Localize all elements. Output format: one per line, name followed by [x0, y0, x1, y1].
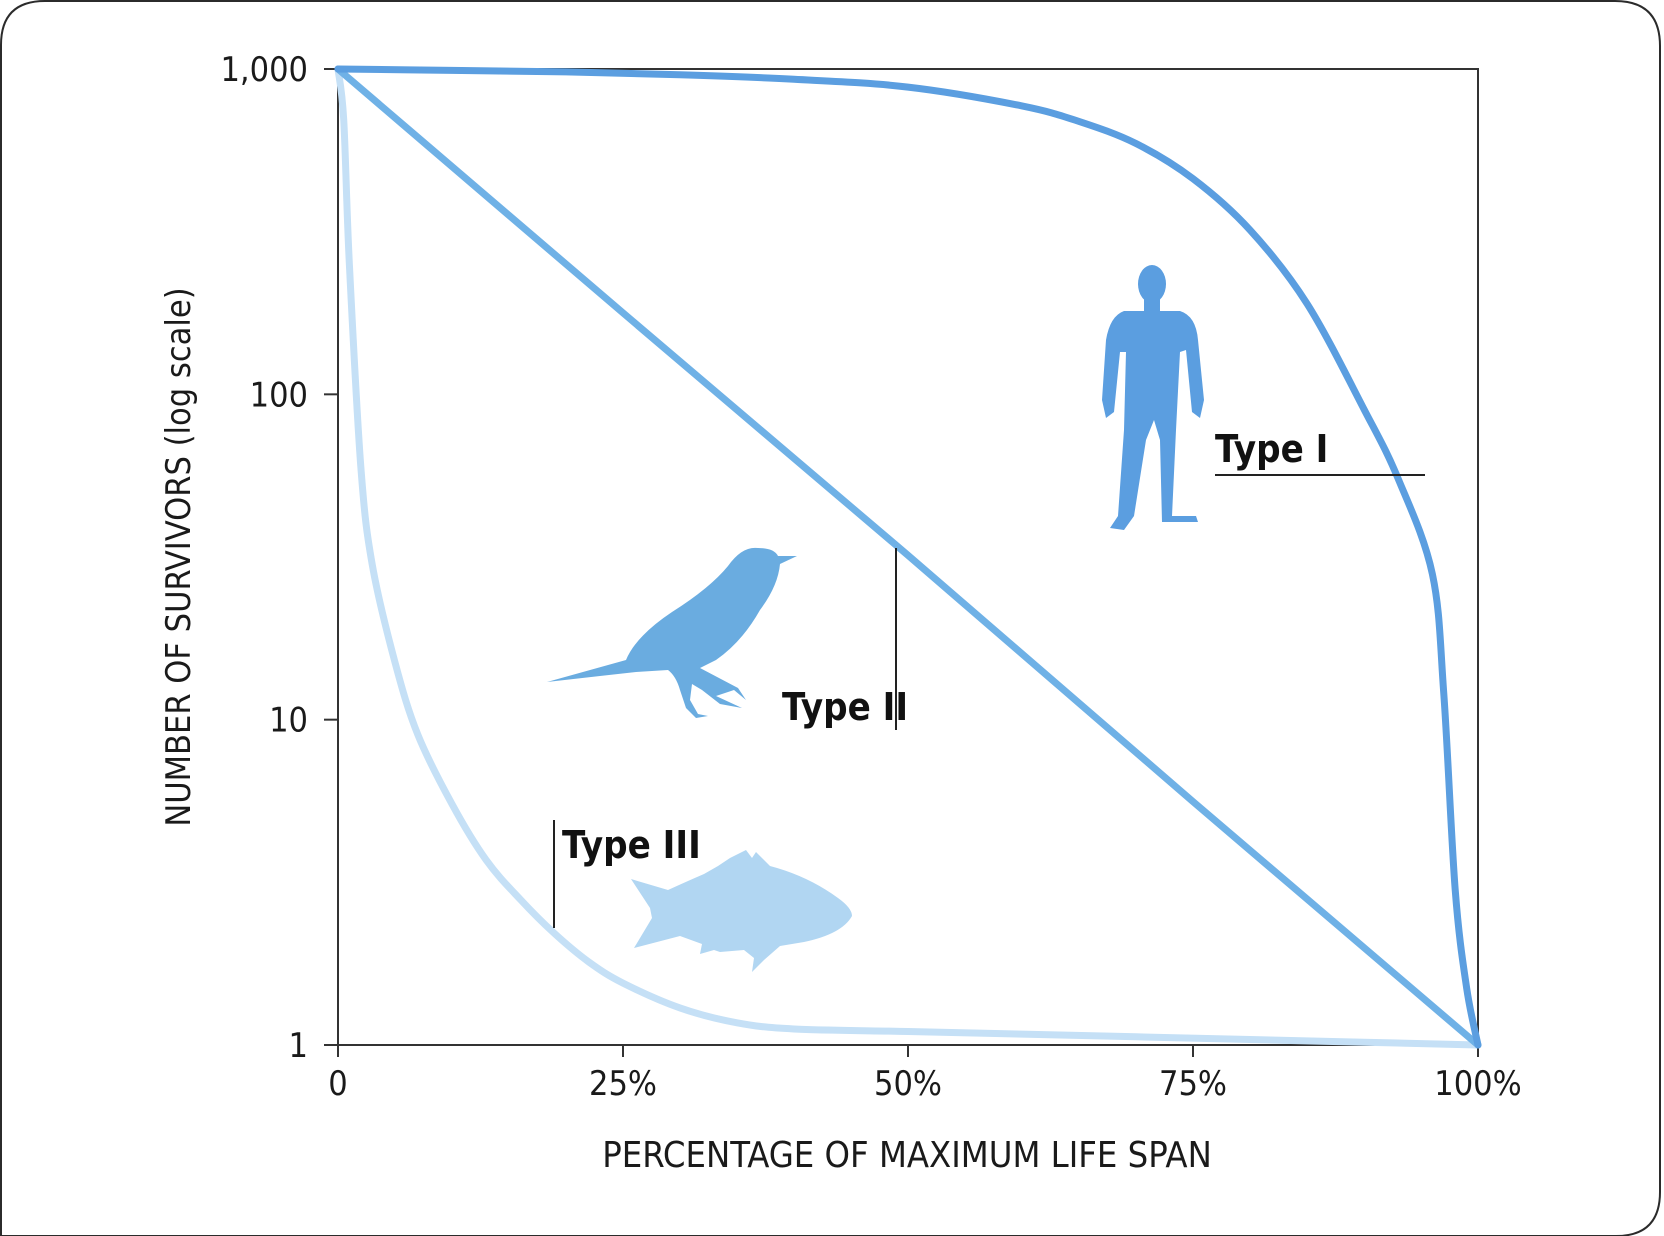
x-tick-label: 25% — [589, 1064, 657, 1104]
y-tick-label: 100 — [250, 375, 308, 415]
type2-label: Type II — [782, 685, 908, 729]
series-lines — [334, 65, 1482, 1049]
y-tick-label: 1 — [289, 1026, 308, 1066]
type1-label: Type I — [1215, 427, 1328, 471]
x-tick-label: 50% — [874, 1064, 942, 1104]
y-tick-label: 10 — [269, 701, 308, 741]
series-line-type-i — [334, 65, 1482, 1049]
axis-ticks: 0 25% 50% 75% 100% 1 10 100 1,000 — [220, 50, 1521, 1104]
fish-silhouette-icon — [631, 850, 852, 972]
x-tick-label: 75% — [1159, 1064, 1227, 1104]
y-tick-label: 1,000 — [220, 50, 308, 90]
human-silhouette-icon — [1102, 265, 1204, 530]
series-line-type-ii — [334, 65, 1482, 1049]
series-line-type-iii — [334, 65, 1482, 1049]
x-axis-title: PERCENTAGE OF MAXIMUM LIFE SPAN — [602, 1135, 1212, 1176]
x-tick-label: 100% — [1434, 1064, 1521, 1104]
type3-label: Type III — [562, 823, 701, 867]
bird-silhouette-icon — [547, 547, 797, 718]
y-axis-title: NUMBER OF SURVIVORS (log scale) — [159, 287, 199, 826]
x-tick-label: 0 — [328, 1064, 347, 1104]
